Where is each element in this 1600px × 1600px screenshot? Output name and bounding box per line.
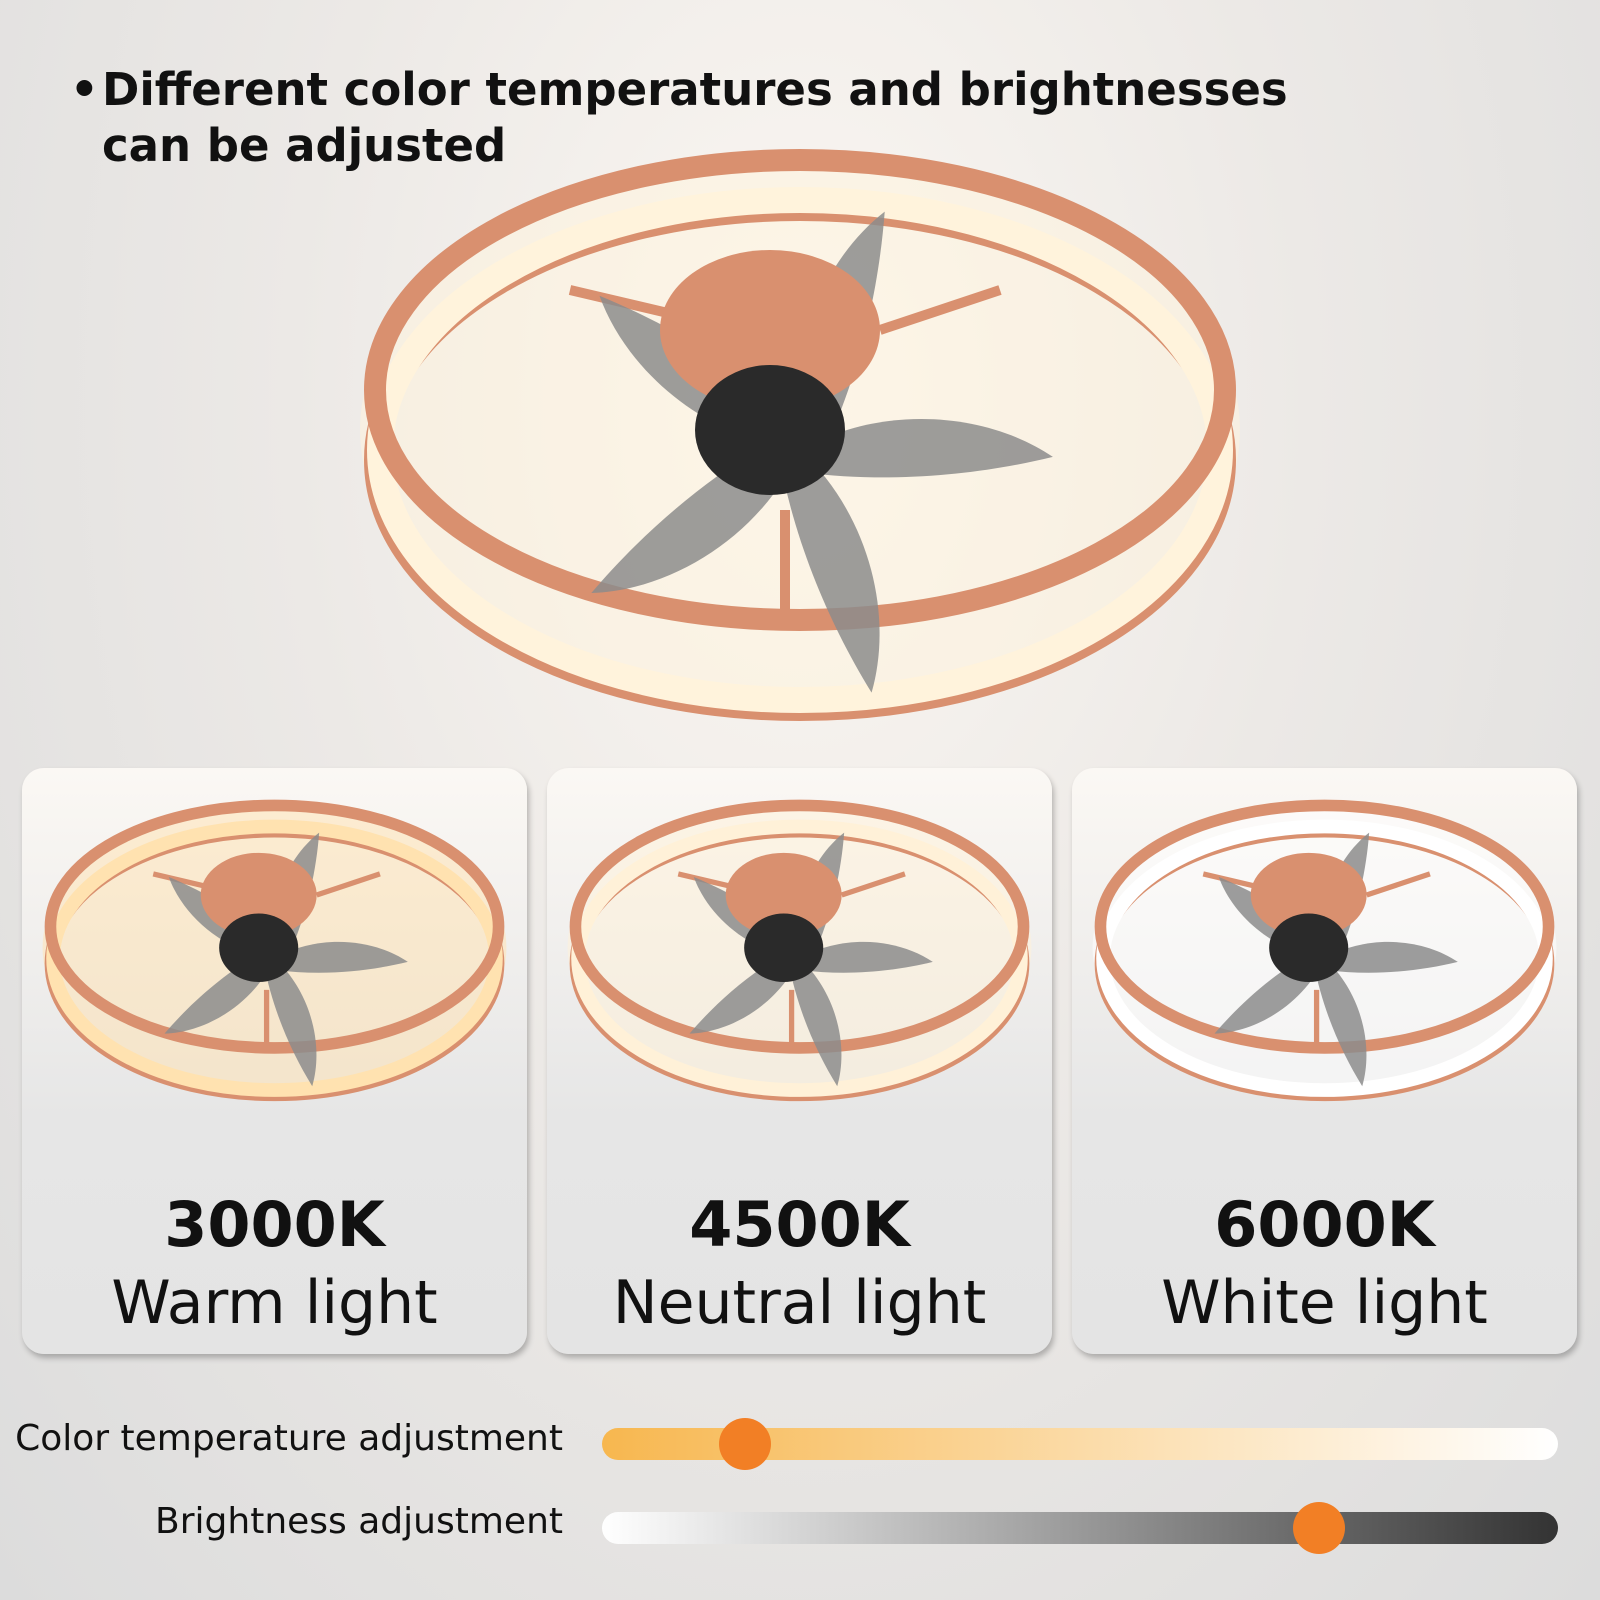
hub: [695, 365, 845, 495]
fan-blade: [263, 958, 317, 1087]
motor-housing: [660, 250, 880, 410]
ring-top: [569, 799, 1030, 1054]
fan-blade: [800, 419, 1053, 478]
headline-text: Different color temperatures and brightn…: [102, 63, 1288, 172]
fan-blade: [779, 450, 880, 693]
motor-housing: [725, 852, 842, 938]
mode-card-neutral: 4500K Neutral light: [547, 768, 1052, 1354]
slider-knob[interactable]: [1293, 1502, 1345, 1554]
fan-warm-image: [42, 799, 507, 1102]
mode-name: Warm light: [111, 1268, 438, 1338]
fan-blade: [274, 941, 408, 973]
color-temperature-label: Color temperature adjustment: [15, 1418, 563, 1459]
mode-name: White light: [1161, 1268, 1488, 1338]
kelvin-label: 4500K: [689, 1188, 910, 1261]
motor-housing: [200, 852, 317, 938]
fan-blade: [799, 941, 933, 973]
fan-blade: [1324, 941, 1458, 973]
ring-top: [1094, 799, 1555, 1054]
headline: • Different color temperatures and brigh…: [70, 62, 1320, 174]
motor-housing: [1250, 852, 1367, 938]
fan-blade: [788, 958, 842, 1087]
ring-top: [44, 799, 505, 1054]
ceiling-fan-illustration: [360, 149, 1240, 721]
mode-name: Neutral light: [612, 1268, 987, 1338]
brightness-label: Brightness adjustment: [155, 1501, 563, 1542]
ring-top: [364, 149, 1236, 631]
kelvin-label: 3000K: [164, 1188, 385, 1261]
kelvin-label: 6000K: [1214, 1188, 1435, 1261]
fan-white-image: [1092, 799, 1557, 1102]
hub: [744, 913, 824, 982]
mode-card-warm: 3000K Warm light: [22, 768, 527, 1354]
brightness-slider[interactable]: [602, 1502, 1558, 1554]
mode-card-white: 6000K White light: [1072, 768, 1577, 1354]
fan-blade: [1313, 958, 1367, 1087]
bullet: •: [70, 63, 99, 116]
color-temperature-slider[interactable]: [602, 1418, 1558, 1470]
hub: [1269, 913, 1349, 982]
slider-knob[interactable]: [719, 1418, 772, 1470]
fan-hero-image: [360, 149, 1240, 721]
hub: [219, 913, 299, 982]
fan-neutral-image: [567, 799, 1032, 1102]
